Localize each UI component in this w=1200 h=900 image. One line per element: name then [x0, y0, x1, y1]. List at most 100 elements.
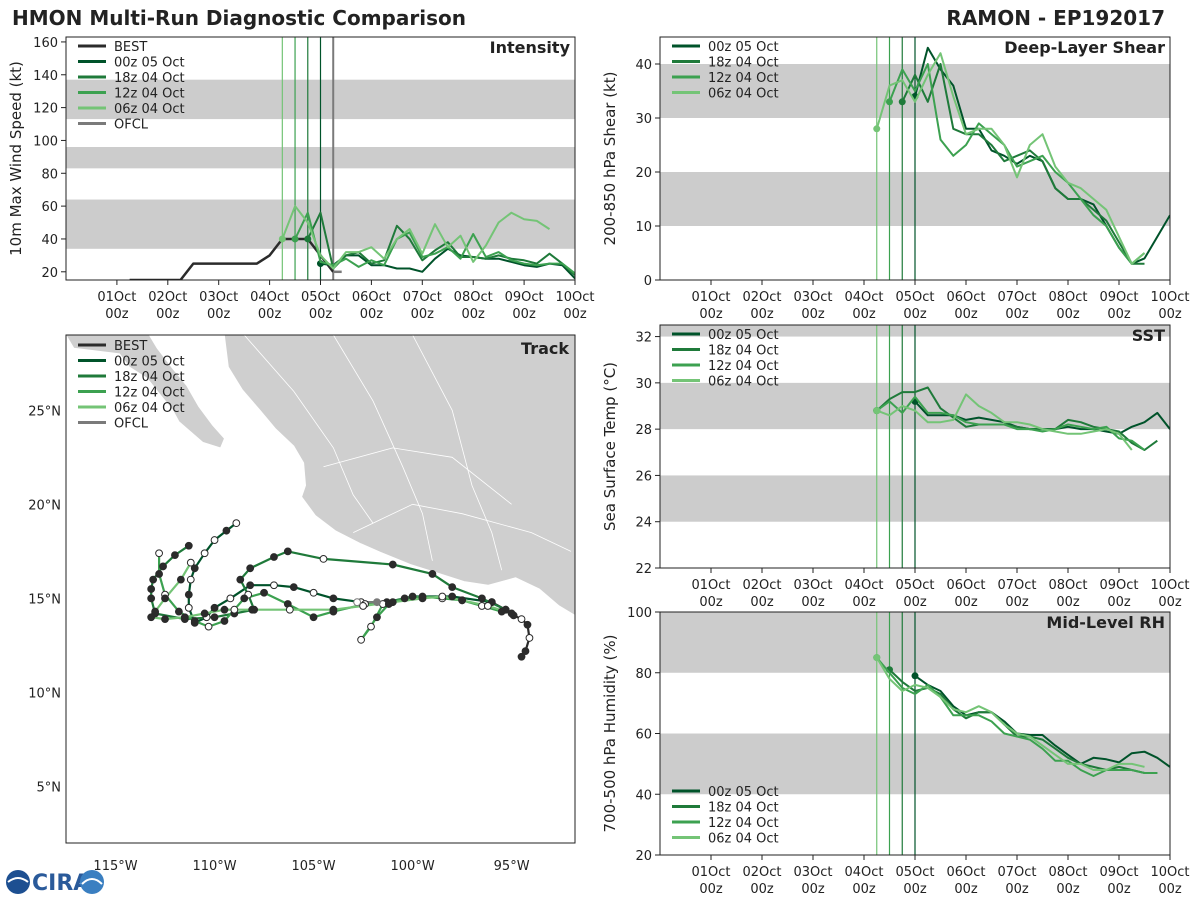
- sst-xtick-hour: 00z: [1107, 595, 1131, 610]
- rh-ytick-label: 80: [635, 667, 652, 682]
- track-point-18z-04-oct: [246, 564, 255, 573]
- sst-legend-label-18z-04-oct: 18z 04 Oct: [708, 344, 779, 359]
- track-point-best: [517, 615, 526, 624]
- track-point-12z-04-oct: [309, 613, 318, 622]
- track-legend-label-06z-04-oct: 06z 04 Oct: [114, 401, 185, 416]
- track-legend-label-18z-04-oct: 18z 04 Oct: [114, 370, 185, 385]
- storm-title: RAMON - EP192017: [946, 6, 1165, 30]
- intensity-ytick-label: 140: [33, 69, 58, 84]
- track-point-06z-04-oct: [329, 605, 338, 614]
- track-point-06z-04-oct: [161, 615, 169, 624]
- track-point-18z-04-oct: [283, 547, 292, 556]
- rh-xtick-hour: 00z: [1107, 882, 1131, 897]
- track-point-12z-04-oct: [220, 617, 229, 625]
- track-point-12z-04-oct: [373, 613, 381, 622]
- rh-xtick-hour: 00z: [1056, 882, 1080, 897]
- shear-legend-label-00z-05-oct: 00z 05 Oct: [708, 40, 779, 55]
- track-point-00z-05-oct: [246, 581, 255, 590]
- track-point-ofcl: [353, 598, 362, 607]
- rh-xtick-label: 06Oct: [946, 865, 985, 880]
- track-point-06z-04-oct: [438, 592, 447, 601]
- intensity-legend-label-12z-04-oct: 12z 04 Oct: [114, 87, 185, 102]
- sst-ytick-label: 32: [635, 331, 652, 346]
- track-point-06z-04-oct: [388, 598, 397, 607]
- track-ytick-label: 25°N: [28, 404, 61, 419]
- rh-series-group: [873, 654, 1170, 777]
- track-point-12z-04-oct: [400, 594, 409, 603]
- track-point-18z-04-oct: [428, 570, 437, 578]
- state-border: [353, 503, 572, 552]
- sst-panel-title: SST: [1132, 326, 1165, 345]
- figure-title: HMON Multi-Run Diagnostic Comparison: [12, 6, 466, 30]
- shear-ylabel: 200-850 hPa Shear (kt): [601, 72, 619, 246]
- rh-legend-label-00z-05-oct: 00z 05 Oct: [708, 785, 779, 800]
- track-point-12z-04-oct: [190, 617, 199, 625]
- intensity-xtick-label: 07Oct: [403, 290, 442, 305]
- state-border: [333, 335, 433, 561]
- shear-ytick-label: 10: [635, 220, 652, 235]
- intensity-series-18z-04-oct: [306, 211, 575, 276]
- land-mass: [66, 335, 575, 616]
- shear-xtick-label: 08Oct: [1048, 290, 1087, 305]
- shear-series-group: [873, 46, 1170, 265]
- track-ytick-label: 5°N: [37, 781, 62, 796]
- sst-xtick-hour: 00z: [750, 595, 774, 610]
- track-point-12z-04-oct: [155, 549, 163, 558]
- shear-xtick-label: 02Oct: [742, 290, 781, 305]
- track-point-06z-04-oct: [285, 605, 294, 614]
- rh-ytick-label: 40: [635, 788, 652, 803]
- state-border: [243, 335, 374, 524]
- intensity-legend-label-best: BEST: [114, 40, 147, 55]
- track-point-best: [523, 620, 532, 629]
- track-point-18z-04-oct: [270, 553, 278, 561]
- track-point-00z-05-oct: [226, 594, 235, 603]
- sst-xtick-hour: 00z: [903, 595, 927, 610]
- sst-ytick-label: 24: [635, 516, 652, 531]
- shear-xtick-hour: 00z: [1158, 307, 1182, 322]
- intensity-series-best: [129, 237, 335, 280]
- intensity-legend-label-06z-04-oct: 06z 04 Oct: [114, 102, 185, 117]
- track-land-group: [66, 335, 575, 616]
- shear-ytick-label: 0: [644, 274, 652, 289]
- sst-xtick-hour: 00z: [699, 595, 723, 610]
- shear-xtick-label: 03Oct: [793, 290, 832, 305]
- track-point-18z-04-oct: [149, 575, 158, 584]
- intensity-xtick-label: 03Oct: [199, 290, 238, 305]
- sst-ytick-label: 30: [635, 377, 652, 392]
- rh-xtick-hour: 00z: [1005, 882, 1029, 897]
- track-legend-label-ofcl: OFCL: [114, 417, 149, 432]
- shear-legend-label-18z-04-oct: 18z 04 Oct: [708, 56, 779, 71]
- rh-ytick-label: 60: [635, 728, 652, 743]
- track-point-18z-04-oct: [236, 575, 245, 584]
- shear-xtick-label: 06Oct: [946, 290, 985, 305]
- track-point-06z-04-oct: [418, 594, 427, 603]
- intensity-xtick-label: 06Oct: [352, 290, 391, 305]
- cira-globe-icon: [6, 870, 30, 894]
- rh-xtick-label: 03Oct: [793, 865, 832, 880]
- track-xtick-label: 105°W: [291, 859, 335, 874]
- track-point-best: [525, 634, 534, 642]
- track-ytick-label: 20°N: [28, 498, 61, 513]
- rh-xtick-label: 09Oct: [1099, 865, 1138, 880]
- sst-xtick-label: 09Oct: [1099, 578, 1138, 593]
- shear-init-point-06z-04-oct: [873, 125, 881, 133]
- intensity-xtick-label: 02Oct: [148, 290, 187, 305]
- track-point-12z-04-oct: [155, 570, 163, 578]
- track-point-06z-04-oct: [248, 605, 257, 614]
- intensity-series-group: [129, 205, 575, 280]
- intensity-ytick-label: 40: [41, 233, 58, 248]
- shear-panel: 0 10 20 30 40 01Oct 00z 02Oct 00z 03Oct 00z 04Oct 00…: [601, 36, 1190, 322]
- sst-xtick-label: 02Oct: [742, 578, 781, 593]
- sst-xtick-label: 06Oct: [946, 578, 985, 593]
- intensity-init-point-06z-04-oct: [278, 235, 286, 243]
- sst-ytick-label: 28: [635, 423, 652, 438]
- intensity-xtick-hour: 00z: [309, 307, 333, 322]
- rh-xtick-hour: 00z: [852, 882, 876, 897]
- track-point-18z-04-oct: [448, 583, 457, 592]
- sst-xtick-hour: 00z: [1056, 595, 1080, 610]
- rh-xtick-hour: 00z: [1158, 882, 1182, 897]
- track-point-00z-05-oct: [232, 519, 241, 528]
